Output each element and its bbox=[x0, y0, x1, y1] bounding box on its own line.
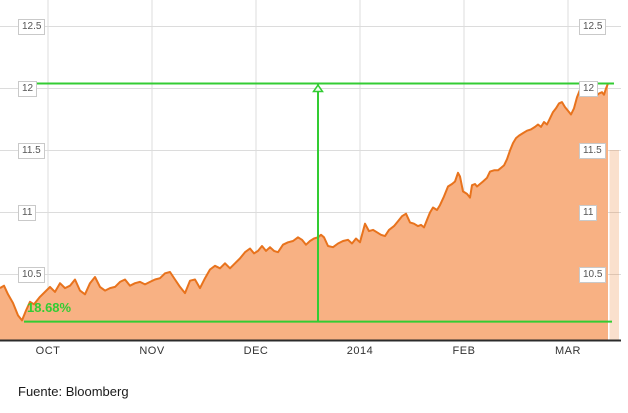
y-axis-label-left: 12 bbox=[18, 80, 38, 97]
y-axis-label-right: 12 bbox=[579, 80, 599, 97]
chart-svg bbox=[0, 0, 621, 342]
pct-change-label: 18.68% bbox=[27, 300, 72, 315]
y-axis-label-right: 10.5 bbox=[579, 266, 607, 283]
y-axis-label-left: 11 bbox=[18, 204, 37, 221]
x-axis-label: 2014 bbox=[346, 345, 374, 357]
y-axis-label-left: 11.5 bbox=[18, 142, 45, 159]
x-axis-label: MAR bbox=[555, 345, 581, 357]
x-axis-label: DEC bbox=[243, 345, 269, 357]
right-edge-band bbox=[609, 150, 619, 341]
y-axis-label-left: 12.5 bbox=[18, 18, 46, 35]
y-axis-label-right: 12.5 bbox=[579, 18, 607, 35]
source-caption: Fuente: Bloomberg bbox=[18, 384, 129, 399]
y-axis-label-right: 11.5 bbox=[579, 142, 606, 159]
y-axis-label-left: 10.5 bbox=[18, 266, 46, 283]
x-axis-label: OCT bbox=[35, 345, 61, 357]
x-axis-label: FEB bbox=[452, 345, 476, 357]
price-line bbox=[0, 83, 609, 322]
price-area bbox=[0, 83, 608, 341]
x-axis-label: NOV bbox=[139, 345, 165, 357]
y-axis-label-right: 11 bbox=[579, 204, 598, 221]
triangle-up-icon bbox=[312, 83, 324, 93]
